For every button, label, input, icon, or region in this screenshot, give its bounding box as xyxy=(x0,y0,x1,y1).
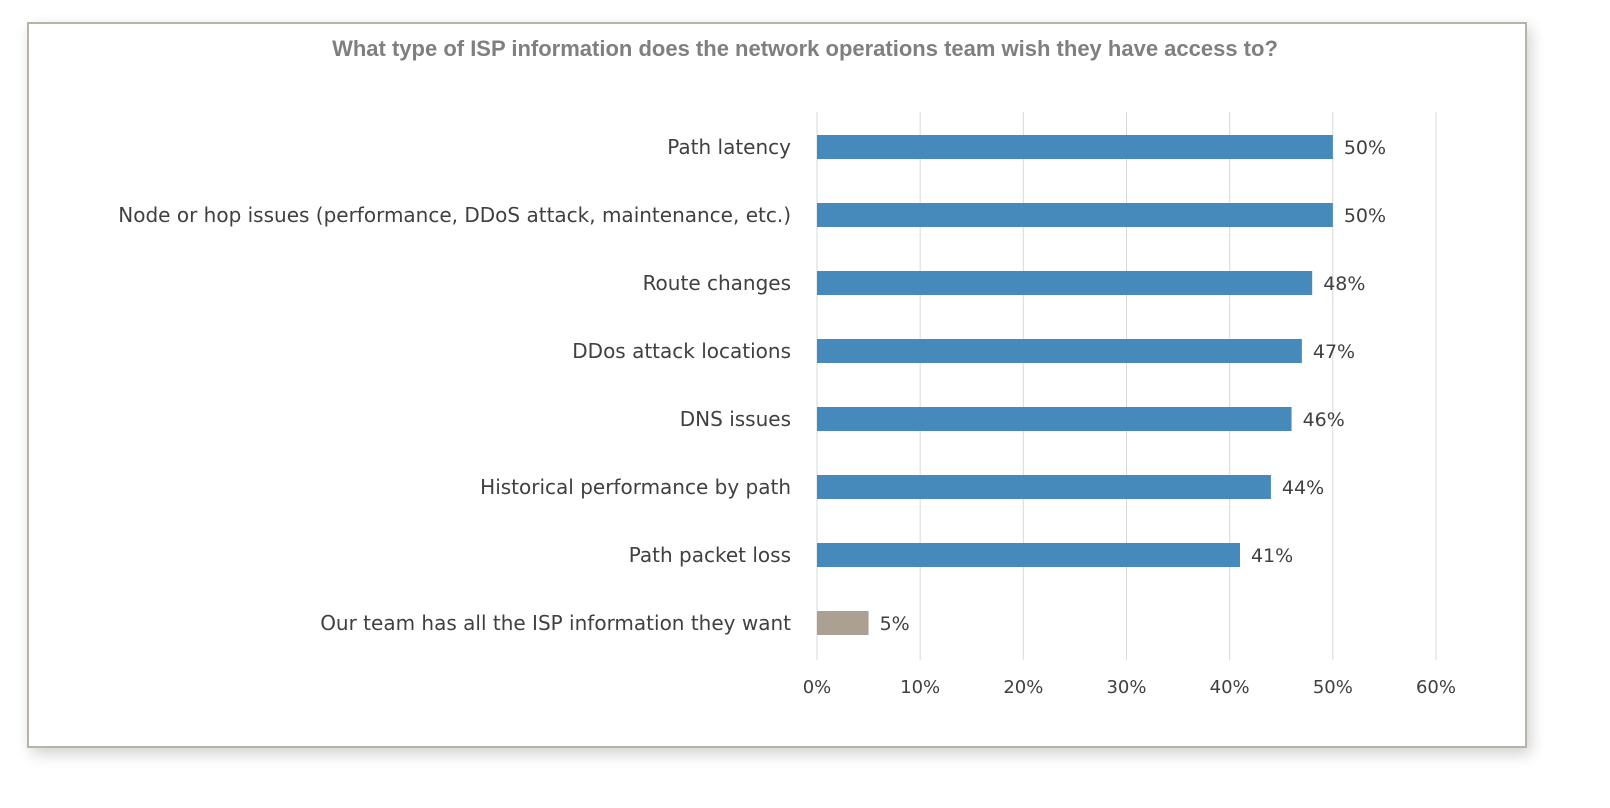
data-label: 44% xyxy=(1282,477,1324,499)
category-label: Path packet loss xyxy=(629,543,791,567)
x-tick-label: 10% xyxy=(900,677,940,698)
x-tick-label: 0% xyxy=(803,677,832,698)
bar xyxy=(817,611,869,635)
category-label: Node or hop issues (performance, DDoS at… xyxy=(118,203,791,227)
chart-title: What type of ISP information does the ne… xyxy=(332,36,1278,61)
data-label: 48% xyxy=(1323,273,1365,295)
data-label: 50% xyxy=(1344,205,1386,227)
bar xyxy=(817,135,1333,159)
bar xyxy=(817,475,1271,499)
x-tick-label: 50% xyxy=(1313,677,1353,698)
bar xyxy=(817,543,1240,567)
bar xyxy=(817,203,1333,227)
category-label: Path latency xyxy=(667,135,791,159)
data-label: 46% xyxy=(1303,409,1345,431)
category-label: DDos attack locations xyxy=(572,339,791,363)
bar xyxy=(817,339,1302,363)
x-tick-label: 40% xyxy=(1210,677,1250,698)
category-label: Historical performance by path xyxy=(480,475,791,499)
data-label: 47% xyxy=(1313,341,1355,363)
data-label: 41% xyxy=(1251,545,1293,567)
data-label: 50% xyxy=(1344,137,1386,159)
data-label: 5% xyxy=(880,613,910,635)
bar xyxy=(817,271,1313,295)
x-tick-label: 60% xyxy=(1416,677,1456,698)
x-tick-label: 30% xyxy=(1106,677,1146,698)
category-label: DNS issues xyxy=(680,407,791,431)
bar xyxy=(817,407,1292,431)
category-label: Route changes xyxy=(643,271,791,295)
x-tick-label: 20% xyxy=(1003,677,1043,698)
category-label: Our team has all the ISP information the… xyxy=(320,611,791,635)
